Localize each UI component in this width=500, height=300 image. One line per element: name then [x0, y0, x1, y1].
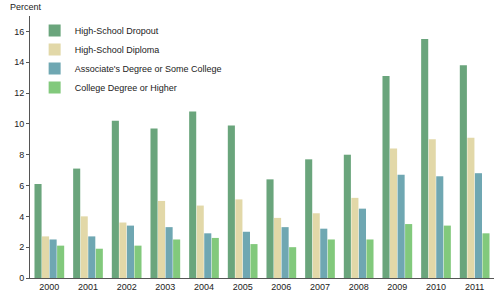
svg-text:2003: 2003 — [155, 282, 175, 292]
svg-text:2010: 2010 — [426, 282, 446, 292]
svg-text:14: 14 — [14, 57, 24, 67]
svg-text:8: 8 — [19, 150, 24, 160]
svg-text:2008: 2008 — [349, 282, 369, 292]
svg-text:High-School Diploma: High-School Diploma — [75, 45, 160, 55]
svg-text:Associate's Degree or Some Col: Associate's Degree or Some College — [75, 64, 222, 74]
svg-text:4: 4 — [19, 212, 24, 222]
svg-text:2001: 2001 — [78, 282, 98, 292]
svg-text:2000: 2000 — [39, 282, 59, 292]
svg-text:2005: 2005 — [233, 282, 253, 292]
svg-text:12: 12 — [14, 88, 24, 98]
svg-text:2002: 2002 — [117, 282, 137, 292]
svg-text:2011: 2011 — [465, 282, 484, 292]
svg-text:2006: 2006 — [271, 282, 291, 292]
svg-text:2009: 2009 — [387, 282, 407, 292]
svg-text:16: 16 — [14, 27, 24, 37]
svg-text:College Degree or Higher: College Degree or Higher — [75, 83, 177, 93]
svg-text:Percent: Percent — [10, 2, 42, 12]
svg-text:2: 2 — [19, 242, 24, 252]
svg-text:10: 10 — [14, 119, 24, 129]
svg-text:0: 0 — [19, 273, 24, 283]
svg-text:High-School Dropout: High-School Dropout — [75, 26, 159, 36]
svg-text:2007: 2007 — [310, 282, 330, 292]
svg-text:2004: 2004 — [194, 282, 214, 292]
svg-text:6: 6 — [19, 181, 24, 191]
